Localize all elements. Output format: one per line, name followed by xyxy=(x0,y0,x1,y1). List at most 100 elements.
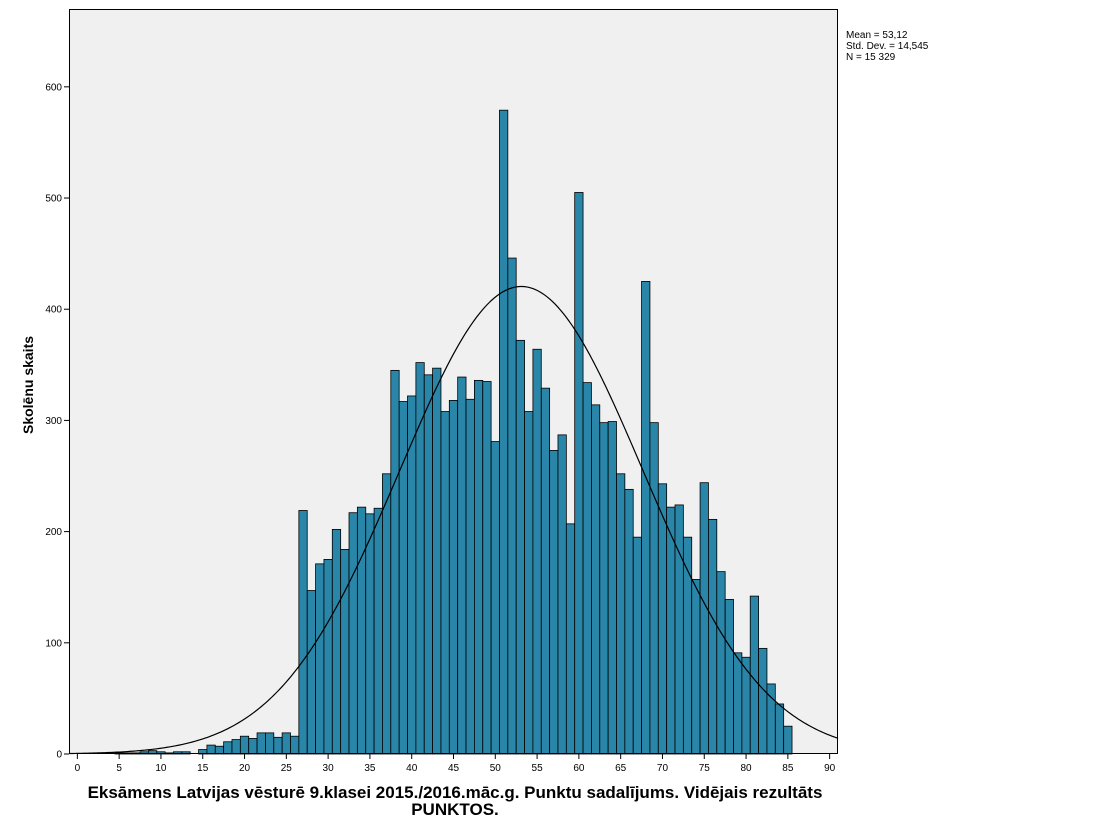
histogram-bar xyxy=(331,528,342,755)
histogram-bar xyxy=(356,506,367,755)
histogram-bar xyxy=(248,738,258,755)
y-tick-label: 400 xyxy=(45,305,62,316)
normal-curve xyxy=(68,285,839,755)
histogram-bar xyxy=(524,411,534,755)
histogram-bar xyxy=(490,441,500,755)
histogram-bar xyxy=(440,411,450,755)
histogram-bar xyxy=(607,421,617,755)
histogram-bar xyxy=(214,745,225,755)
histogram-bar xyxy=(323,559,333,755)
x-tick-label: 70 xyxy=(657,763,669,774)
histogram-bar xyxy=(290,735,300,755)
x-tick-label: 90 xyxy=(824,763,836,774)
x-tick-label: 65 xyxy=(615,763,627,774)
histogram-bar xyxy=(758,647,768,755)
x-axis: 0 5 10 15 20 25 30 35 40 45 50 55 60 65 70 75 80 85 90 xyxy=(75,754,836,774)
x-tick-label: 25 xyxy=(281,763,293,774)
histogram-bar xyxy=(591,404,601,755)
histogram-bar xyxy=(365,513,375,755)
y-tick-label: 200 xyxy=(45,527,62,538)
x-tick-label: 60 xyxy=(573,763,585,774)
y-tick-label: 0 xyxy=(56,750,62,761)
histogram-bar xyxy=(657,483,668,755)
histogram-bar xyxy=(348,512,358,755)
histogram-bar xyxy=(599,422,609,755)
histogram-bar xyxy=(708,518,718,755)
histogram-bar xyxy=(549,450,559,755)
histogram-bar xyxy=(265,732,275,755)
histogram-bar xyxy=(582,382,592,755)
histogram-bar xyxy=(239,735,250,755)
histogram-bar xyxy=(641,281,651,755)
x-axis-label: Eksāmens Latvijas vēsturē 9.klasei 2015.… xyxy=(87,783,823,819)
x-tick-label: 75 xyxy=(699,763,711,774)
histogram-bar xyxy=(281,732,291,755)
histogram-bar xyxy=(390,369,400,755)
x-tick-label: 5 xyxy=(116,763,122,774)
plot-frame xyxy=(69,9,838,754)
x-tick-label: 10 xyxy=(155,763,167,774)
histogram-bar xyxy=(256,732,266,755)
histogram-bar xyxy=(373,507,383,755)
stats-box: Mean = 53,12 Std. Dev. = 14,545 N = 15 3… xyxy=(846,30,928,63)
y-axis-label: Skolēnu skaits xyxy=(20,335,36,435)
y-tick-label: 500 xyxy=(45,194,62,205)
histogram-bar xyxy=(540,387,551,755)
x-tick-label: 20 xyxy=(239,763,251,774)
histogram-bar xyxy=(733,652,743,755)
y-tick-label: 100 xyxy=(45,638,62,649)
x-tick-label: 85 xyxy=(782,763,794,774)
histogram-bar xyxy=(306,590,316,755)
y-tick-label: 300 xyxy=(45,416,62,427)
histogram-bar xyxy=(749,595,759,755)
histogram-bar xyxy=(624,488,634,755)
histogram-bar xyxy=(432,367,442,755)
histogram-bar xyxy=(532,348,542,755)
x-tick-label: 30 xyxy=(323,763,335,774)
histogram-bar xyxy=(716,571,726,755)
stats-mean: Mean = 53,12 xyxy=(846,30,908,41)
histogram-bar xyxy=(448,399,459,755)
histogram-bar xyxy=(691,579,701,755)
histogram-bar xyxy=(699,482,709,755)
y-axis: 0 100 200 300 400 500 600 xyxy=(45,82,69,761)
histogram-bar xyxy=(273,736,283,755)
histogram-bar xyxy=(507,257,517,755)
histogram-bar xyxy=(457,376,467,755)
histogram-bar xyxy=(382,473,392,755)
histogram-bar xyxy=(557,434,567,755)
histogram-bar xyxy=(616,473,626,755)
histogram-bars xyxy=(114,109,793,755)
histogram-bar xyxy=(482,381,492,755)
histogram-bar xyxy=(465,398,475,755)
histogram-bar xyxy=(774,703,785,755)
x-tick-label: 80 xyxy=(740,763,752,774)
histogram-bar xyxy=(206,744,216,755)
histogram-bar xyxy=(231,739,241,755)
histogram-bar xyxy=(632,536,642,755)
histogram-bar xyxy=(574,192,584,755)
histogram-bar xyxy=(499,109,509,755)
histogram-bar xyxy=(666,506,676,755)
histogram-bar xyxy=(473,379,484,755)
stats-n: N = 15 329 xyxy=(846,52,896,63)
histogram-bar xyxy=(515,339,525,755)
histogram-bar xyxy=(415,362,425,755)
histogram-bar xyxy=(423,374,433,755)
x-tick-label: 15 xyxy=(197,763,209,774)
x-tick-label: 35 xyxy=(364,763,376,774)
stats-std-dev: Std. Dev. = 14,545 xyxy=(846,41,929,52)
histogram-bar xyxy=(340,549,350,755)
x-tick-label: 40 xyxy=(406,763,418,774)
x-tick-label: 45 xyxy=(448,763,460,774)
x-tick-label: 50 xyxy=(490,763,502,774)
histogram-bar xyxy=(223,741,233,755)
histogram-bar xyxy=(674,504,684,755)
histogram-bar xyxy=(298,510,308,755)
y-tick-label: 600 xyxy=(45,82,62,93)
histogram-bar xyxy=(741,656,751,755)
histogram-bar xyxy=(565,523,576,755)
histogram-bar xyxy=(649,422,659,755)
histogram-bar xyxy=(315,563,325,755)
